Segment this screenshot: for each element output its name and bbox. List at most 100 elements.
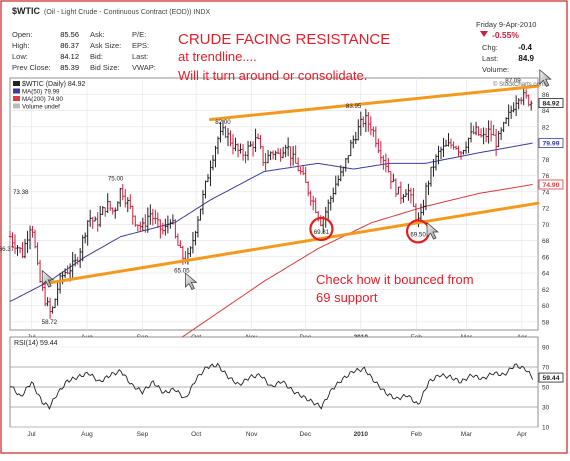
support-circle bbox=[309, 216, 334, 242]
stat-label: Last: bbox=[132, 52, 148, 61]
support-trendline bbox=[47, 201, 540, 285]
rsi-value-tag-label: 59.44 bbox=[542, 375, 559, 382]
value-tag bbox=[538, 98, 564, 108]
legend-swatch bbox=[13, 81, 20, 86]
stat-label: Bid: bbox=[90, 52, 103, 61]
price-labels: 73.38 66.37 58.72 75.00 65.05 82.00 83.95 69.81… bbox=[0, 77, 521, 326]
stat-label: Ask: bbox=[90, 30, 105, 39]
x-tick-label: Feb bbox=[411, 431, 423, 438]
symbol-title: $WTIC bbox=[12, 6, 40, 16]
y-tick-label: 76 bbox=[542, 173, 550, 180]
stat-value: 86.37 bbox=[60, 41, 79, 50]
price-bars bbox=[8, 87, 533, 319]
symbol-description: (Oil - Light Crude - Continuous Contract… bbox=[44, 9, 210, 16]
legend-label: MA(50) 79.99 bbox=[22, 89, 60, 96]
price-panel bbox=[9, 77, 539, 331]
annotation-bottom1: Check how it bounced from bbox=[316, 272, 474, 287]
legend-swatch bbox=[13, 103, 20, 109]
annotation-bottom2: 69 support bbox=[316, 290, 378, 305]
rsi-value-tag bbox=[538, 372, 564, 383]
stat-label: VWAP: bbox=[132, 63, 156, 72]
price-label: 82.00 bbox=[215, 119, 231, 126]
stat-label: High: bbox=[12, 41, 30, 50]
y-tick-label: 82 bbox=[542, 124, 550, 131]
price-label: 87.09 bbox=[505, 77, 521, 84]
rsi-line bbox=[9, 362, 534, 411]
rsi-series bbox=[9, 362, 534, 411]
price-label: 58.72 bbox=[42, 319, 58, 326]
cursor-arrow-icon bbox=[426, 221, 439, 240]
stats-mid: Ask: Ask Size: Bid: Bid Size: bbox=[90, 30, 121, 72]
last-value: 84.9 bbox=[518, 54, 534, 63]
stat-label: Prev Close: bbox=[12, 63, 51, 72]
chg-label: Chg: bbox=[482, 43, 498, 52]
annotation-title: CRUDE FACING RESISTANCE bbox=[178, 31, 390, 48]
x-tick-label: Nov bbox=[246, 431, 258, 438]
price-label: 69.50 bbox=[410, 231, 426, 238]
stat-label: Low: bbox=[12, 52, 28, 61]
x-tick-label: Sep bbox=[137, 431, 149, 438]
right-value-tags: 84.92 79.99 74.90 bbox=[538, 98, 564, 190]
price-y-axis: 586062646668707274767880828486 bbox=[542, 92, 550, 327]
x-tick-label: Oct bbox=[191, 431, 201, 438]
legend-label: Volume undef bbox=[22, 104, 60, 111]
annotation-line3: Will it turn around or consolidate. bbox=[178, 68, 367, 83]
rsi-tick-label: 90 bbox=[542, 345, 550, 352]
value-tag bbox=[538, 179, 564, 190]
legend-swatch bbox=[13, 88, 20, 94]
price-gridlines bbox=[10, 93, 538, 323]
x-tick-label: Mar bbox=[461, 431, 473, 438]
y-tick-label: 86 bbox=[542, 92, 550, 99]
y-tick-label: 60 bbox=[542, 303, 550, 310]
y-tick-label: 70 bbox=[542, 222, 550, 229]
cursor-arrows bbox=[41, 69, 552, 291]
price-label: 66.37 bbox=[0, 246, 15, 253]
y-tick-label: 68 bbox=[542, 238, 550, 245]
y-tick-label: 78 bbox=[542, 157, 550, 164]
price-label: 83.95 bbox=[346, 103, 362, 110]
trendlines bbox=[47, 84, 540, 285]
stats-left: Open: 85.56 High: 86.37 Low: 84.12 Prev … bbox=[12, 30, 79, 72]
rsi-y-axis: 10 30 50 70 90 59.44 bbox=[538, 345, 564, 432]
volume-label: Volume: bbox=[482, 65, 509, 74]
ma50-line bbox=[9, 142, 533, 302]
quote-date: Friday 9-Apr-2010 bbox=[476, 20, 536, 29]
rsi-x-axis: Jul Aug Sep Oct Nov Dec 2010 Feb Mar Apr bbox=[27, 431, 527, 438]
y-tick-label: 58 bbox=[542, 319, 550, 326]
rsi-tick-label: 30 bbox=[542, 405, 550, 412]
watermark: © StockCharts.com bbox=[493, 81, 545, 88]
y-tick-label: 66 bbox=[542, 254, 550, 261]
legend-label: MA(200) 74.90 bbox=[22, 96, 63, 103]
y-tick-label: 74 bbox=[542, 189, 550, 196]
pct-change: -0.55% bbox=[492, 30, 519, 40]
stat-label: Bid Size: bbox=[90, 63, 120, 72]
value-tag-label: 74.90 bbox=[542, 182, 559, 189]
rsi-tick-label: 50 bbox=[542, 385, 550, 392]
value-tag-label: 79.99 bbox=[542, 141, 559, 148]
stats-right: P/E: EPS: Last: VWAP: bbox=[132, 30, 156, 72]
price-label: 69.81 bbox=[314, 229, 330, 236]
annotation-line2: at trendline.... bbox=[178, 49, 257, 64]
down-triangle-icon bbox=[480, 31, 488, 37]
price-label: 73.38 bbox=[13, 189, 29, 196]
x-tick-label: Dec bbox=[300, 431, 312, 438]
y-tick-label: 84 bbox=[542, 108, 550, 115]
stat-label: P/E: bbox=[132, 30, 146, 39]
legend-swatch bbox=[13, 96, 20, 101]
rsi-tick-label: 70 bbox=[542, 365, 550, 372]
cursor-arrow-icon bbox=[41, 269, 55, 288]
stat-value: 84.12 bbox=[60, 52, 79, 61]
rsi-tick-label: 10 bbox=[542, 425, 550, 432]
y-tick-label: 72 bbox=[542, 206, 550, 213]
ma50-series bbox=[9, 142, 533, 302]
stat-label: Ask Size: bbox=[90, 41, 121, 50]
stat-label: Open: bbox=[12, 30, 32, 39]
chg-value: -0.4 bbox=[518, 43, 532, 52]
cursor-arrow-icon bbox=[539, 69, 552, 87]
stat-value: 85.56 bbox=[60, 30, 79, 39]
legend-label: $WTIC (Daily) 84.92 bbox=[22, 81, 86, 88]
rsi-panel bbox=[9, 336, 539, 428]
